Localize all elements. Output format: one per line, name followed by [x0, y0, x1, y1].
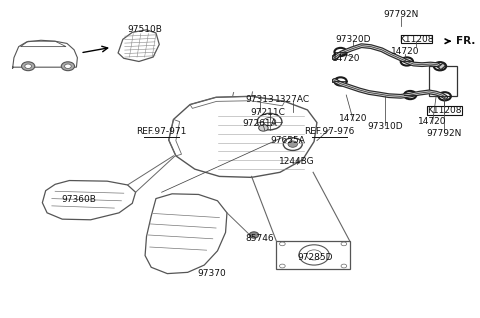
Text: 1327AC: 1327AC: [275, 95, 311, 104]
Bar: [276, 241, 349, 269]
Text: FR.: FR.: [456, 36, 476, 46]
Text: 14720: 14720: [418, 117, 447, 126]
Text: 97370: 97370: [197, 269, 226, 278]
Circle shape: [61, 62, 74, 71]
Bar: [427, 107, 462, 115]
Text: 97261A: 97261A: [243, 119, 277, 128]
Circle shape: [259, 125, 268, 131]
Circle shape: [249, 232, 259, 238]
Circle shape: [288, 141, 298, 147]
Text: 97285D: 97285D: [298, 253, 333, 262]
Text: 85746: 85746: [246, 234, 275, 243]
Text: 97360B: 97360B: [61, 195, 96, 204]
Text: 97313: 97313: [246, 95, 275, 104]
Text: 97792N: 97792N: [383, 10, 419, 19]
Text: 1244BG: 1244BG: [279, 157, 314, 166]
Text: 97211C: 97211C: [251, 107, 286, 117]
Bar: [332, 55, 337, 59]
Text: 14720: 14720: [332, 54, 360, 63]
Bar: [401, 35, 432, 44]
Text: 14720: 14720: [339, 114, 368, 123]
Text: REF.97-976: REF.97-976: [304, 127, 355, 136]
Circle shape: [25, 64, 32, 68]
Text: 97655A: 97655A: [271, 136, 305, 145]
Circle shape: [22, 62, 35, 71]
Text: 97310D: 97310D: [367, 122, 403, 131]
Text: 14720: 14720: [391, 47, 420, 57]
Text: REF.97-971: REF.97-971: [136, 127, 187, 136]
Text: 97320D: 97320D: [336, 35, 371, 44]
Bar: [429, 66, 456, 96]
Circle shape: [65, 64, 71, 68]
Bar: [332, 79, 337, 82]
Text: K11208: K11208: [399, 35, 433, 44]
Text: 97510B: 97510B: [128, 25, 163, 34]
Text: 97792N: 97792N: [427, 129, 462, 138]
Text: K11208: K11208: [427, 107, 461, 115]
